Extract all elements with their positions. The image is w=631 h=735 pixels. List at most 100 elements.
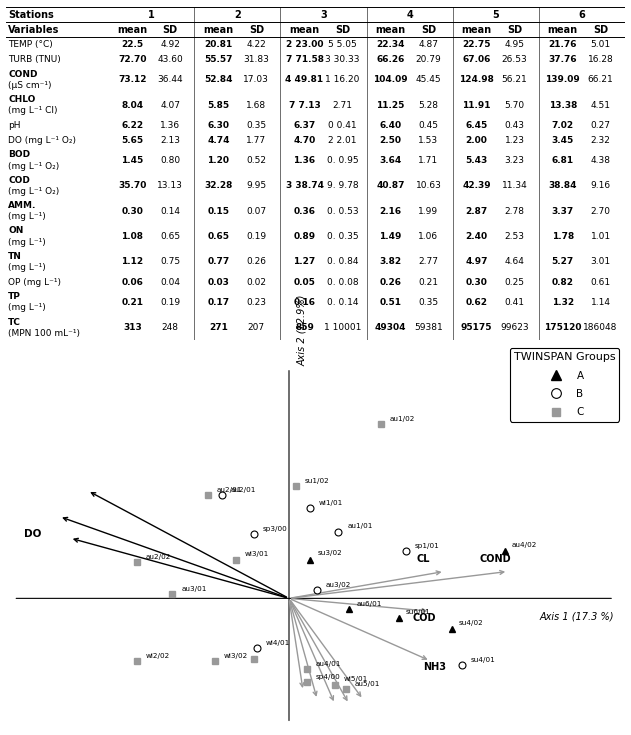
Text: 6.22: 6.22 xyxy=(121,121,143,130)
Text: 1.71: 1.71 xyxy=(418,156,439,165)
Text: 0.30: 0.30 xyxy=(466,278,488,287)
Text: 3.01: 3.01 xyxy=(591,257,611,267)
Text: 4.38: 4.38 xyxy=(591,156,611,165)
Text: 7.02: 7.02 xyxy=(551,121,574,130)
Text: 0.19: 0.19 xyxy=(160,298,180,306)
Text: 4.97: 4.97 xyxy=(466,257,488,267)
Text: 175120: 175120 xyxy=(544,323,582,332)
Text: sp4/00: sp4/00 xyxy=(316,674,340,681)
Text: mean: mean xyxy=(375,25,406,35)
Text: 2 23.00: 2 23.00 xyxy=(286,40,323,49)
Text: 22.75: 22.75 xyxy=(463,40,491,49)
Text: 1: 1 xyxy=(148,10,155,20)
Text: 4.22: 4.22 xyxy=(247,40,266,49)
Text: 1.77: 1.77 xyxy=(246,136,266,145)
Text: 1.36: 1.36 xyxy=(293,156,316,165)
Text: Stations: Stations xyxy=(8,10,54,20)
Text: 5.43: 5.43 xyxy=(466,156,488,165)
Text: 8.04: 8.04 xyxy=(121,101,143,110)
Text: 0. 0.35: 0. 0.35 xyxy=(327,232,358,241)
Text: COD: COD xyxy=(413,613,436,623)
Text: 4.70: 4.70 xyxy=(293,136,316,145)
Text: Axis 2 (12.9%): Axis 2 (12.9%) xyxy=(297,294,307,365)
Text: COND: COND xyxy=(8,70,38,79)
Text: 66.26: 66.26 xyxy=(377,55,405,64)
Text: 52.84: 52.84 xyxy=(204,75,233,85)
Text: su1/02: su1/02 xyxy=(305,478,329,484)
Text: 5 5.05: 5 5.05 xyxy=(328,40,357,49)
Text: 73.12: 73.12 xyxy=(118,75,146,85)
Text: 0.89: 0.89 xyxy=(293,232,316,241)
Text: su4/01: su4/01 xyxy=(471,657,496,663)
Text: au4/01: au4/01 xyxy=(316,662,341,667)
Text: 6.81: 6.81 xyxy=(551,156,574,165)
Text: TC: TC xyxy=(8,318,21,326)
Text: 207: 207 xyxy=(248,323,265,332)
Text: 3.23: 3.23 xyxy=(505,156,524,165)
Text: (mg L⁻¹): (mg L⁻¹) xyxy=(8,212,46,221)
Text: wi5/01: wi5/01 xyxy=(344,676,368,682)
Text: 49304: 49304 xyxy=(375,323,406,332)
Text: 0.06: 0.06 xyxy=(122,278,143,287)
Text: 45.45: 45.45 xyxy=(416,75,441,85)
Text: 5.70: 5.70 xyxy=(504,101,524,110)
Text: 0. 0.53: 0. 0.53 xyxy=(327,207,358,215)
Text: su4/02: su4/02 xyxy=(459,620,483,626)
Text: wi4/01: wi4/01 xyxy=(266,639,290,646)
Text: OP (mg L⁻¹): OP (mg L⁻¹) xyxy=(8,278,61,287)
Text: 36.44: 36.44 xyxy=(158,75,183,85)
Text: 2.70: 2.70 xyxy=(591,207,611,215)
Text: 2.16: 2.16 xyxy=(380,207,402,215)
Text: au2/01: au2/01 xyxy=(216,487,242,492)
Text: 0. 0.84: 0. 0.84 xyxy=(327,257,358,267)
Text: SD: SD xyxy=(163,25,178,35)
Text: 21.76: 21.76 xyxy=(548,40,577,49)
Text: 9.16: 9.16 xyxy=(591,182,611,190)
Text: 1.06: 1.06 xyxy=(418,232,439,241)
Text: 4.74: 4.74 xyxy=(207,136,230,145)
Text: 0.07: 0.07 xyxy=(246,207,266,215)
Text: 1.12: 1.12 xyxy=(121,257,143,267)
Text: 2.71: 2.71 xyxy=(333,101,353,110)
Text: SD: SD xyxy=(421,25,436,35)
Text: pH: pH xyxy=(8,121,21,130)
Text: 66.21: 66.21 xyxy=(587,75,613,85)
Text: 4.92: 4.92 xyxy=(160,40,180,49)
Text: 38.84: 38.84 xyxy=(548,182,577,190)
Text: 2.32: 2.32 xyxy=(591,136,611,145)
Text: 6.45: 6.45 xyxy=(466,121,488,130)
Text: (mg L⁻¹): (mg L⁻¹) xyxy=(8,304,46,312)
Text: 4.51: 4.51 xyxy=(591,101,611,110)
Text: 1.08: 1.08 xyxy=(121,232,143,241)
Text: 104.09: 104.09 xyxy=(374,75,408,85)
Text: 32.28: 32.28 xyxy=(204,182,233,190)
Text: au2/01: au2/01 xyxy=(231,487,256,492)
Text: au1/02: au1/02 xyxy=(390,416,415,422)
Text: DO (mg L⁻¹ O₂): DO (mg L⁻¹ O₂) xyxy=(8,136,76,145)
Text: 0.52: 0.52 xyxy=(246,156,266,165)
Text: 0. 0.08: 0. 0.08 xyxy=(327,278,358,287)
Text: 10.63: 10.63 xyxy=(416,182,442,190)
Text: COND: COND xyxy=(480,554,512,564)
Text: 0.26: 0.26 xyxy=(380,278,401,287)
Text: 6.30: 6.30 xyxy=(208,121,230,130)
Text: 2.53: 2.53 xyxy=(505,232,524,241)
Text: 5.01: 5.01 xyxy=(591,40,611,49)
Text: 2.00: 2.00 xyxy=(466,136,488,145)
Text: 4.95: 4.95 xyxy=(505,40,524,49)
Text: 5.27: 5.27 xyxy=(551,257,574,267)
Text: SD: SD xyxy=(507,25,522,35)
Text: 1.27: 1.27 xyxy=(293,257,316,267)
Text: 0.51: 0.51 xyxy=(380,298,401,306)
Text: 0.43: 0.43 xyxy=(505,121,524,130)
Text: 55.57: 55.57 xyxy=(204,55,233,64)
Text: 0.23: 0.23 xyxy=(246,298,266,306)
Text: 0.75: 0.75 xyxy=(160,257,180,267)
Text: 22.34: 22.34 xyxy=(376,40,405,49)
Text: 72.70: 72.70 xyxy=(118,55,146,64)
Text: 0.14: 0.14 xyxy=(160,207,180,215)
Text: 859: 859 xyxy=(295,323,314,332)
Text: 95175: 95175 xyxy=(461,323,492,332)
Text: NH3: NH3 xyxy=(423,662,446,672)
Text: 0.27: 0.27 xyxy=(591,121,611,130)
